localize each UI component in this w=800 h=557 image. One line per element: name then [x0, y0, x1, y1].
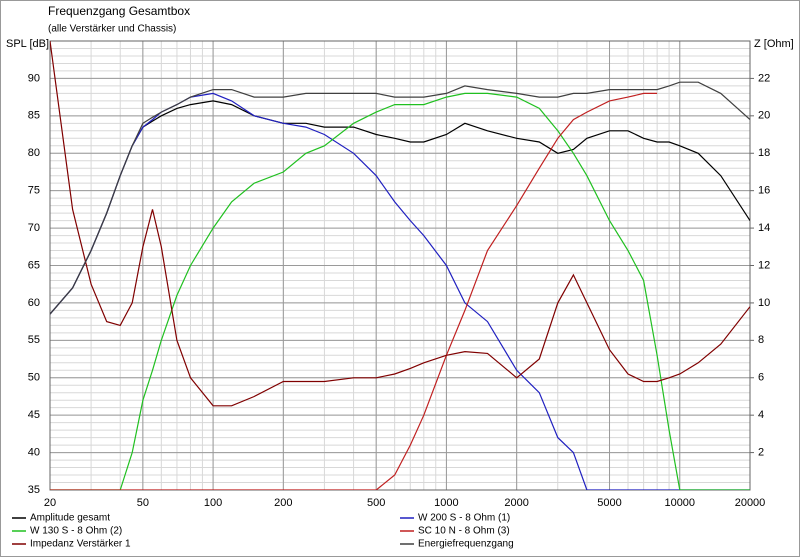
plot-border — [49, 40, 751, 491]
y-tick-label: 45 — [28, 409, 40, 421]
plot-area — [50, 41, 750, 490]
x-tick-label: 5000 — [597, 497, 621, 509]
y2-tick-label: 8 — [758, 334, 764, 346]
y-axis-label: SPL [dB] — [6, 38, 49, 50]
x-tick-label: 20 — [44, 497, 56, 509]
y-tick-label: 75 — [28, 185, 40, 197]
y-tick-label: 85 — [28, 110, 40, 122]
y-tick-label: 50 — [28, 372, 40, 384]
legend-label: W 130 S - 8 Ohm (2) — [30, 526, 122, 537]
legend-label: Energiefrequenzgang — [418, 539, 514, 550]
y2-tick-label: 16 — [758, 185, 770, 197]
series-line — [50, 81, 750, 315]
y-tick-label: 70 — [28, 222, 40, 234]
chart-subtitle: (alle Verstärker und Chassis) — [48, 24, 176, 35]
y2-tick-label: 20 — [758, 110, 770, 122]
y2-axis-label: Z [Ohm] — [754, 38, 794, 50]
y2-tick-label: 6 — [758, 372, 764, 384]
y2-tick-label: 10 — [758, 297, 770, 309]
y-tick-label: 35 — [28, 484, 40, 496]
x-tick-label: 100 — [204, 497, 222, 509]
x-tick-label: 20000 — [735, 497, 766, 509]
y2-tick-label: 18 — [758, 147, 770, 159]
y2-tick-label: 12 — [758, 259, 770, 271]
x-tick-label: 500 — [367, 497, 385, 509]
x-tick-label: 1000 — [434, 497, 458, 509]
series-line — [50, 92, 658, 490]
y-tick-label: 80 — [28, 147, 40, 159]
x-tick-label: 50 — [137, 497, 149, 509]
y-tick-label: 40 — [28, 446, 40, 458]
legend-label: SC 10 N - 8 Ohm (3) — [418, 526, 510, 537]
x-tick-label: 10000 — [664, 497, 695, 509]
series-line — [50, 41, 750, 407]
y2-tick-label: 14 — [758, 222, 770, 234]
y2-tick-label: 22 — [758, 72, 770, 84]
y-tick-label: 55 — [28, 334, 40, 346]
y2-tick-label: 2 — [758, 446, 764, 458]
y-tick-label: 60 — [28, 297, 40, 309]
series-line — [50, 92, 750, 490]
x-tick-label: 2000 — [504, 497, 528, 509]
x-tick-label: 200 — [274, 497, 292, 509]
chart-title: Frequenzgang Gesamtbox — [48, 4, 190, 18]
legend-label: Amplitude gesamt — [30, 513, 110, 524]
y-tick-label: 90 — [28, 72, 40, 84]
legend-label: W 200 S - 8 Ohm (1) — [418, 513, 510, 524]
series-line — [50, 92, 750, 490]
legend-label: Impedanz Verstärker 1 — [30, 539, 131, 550]
y-tick-label: 65 — [28, 259, 40, 271]
y2-tick-label: 4 — [758, 409, 764, 421]
